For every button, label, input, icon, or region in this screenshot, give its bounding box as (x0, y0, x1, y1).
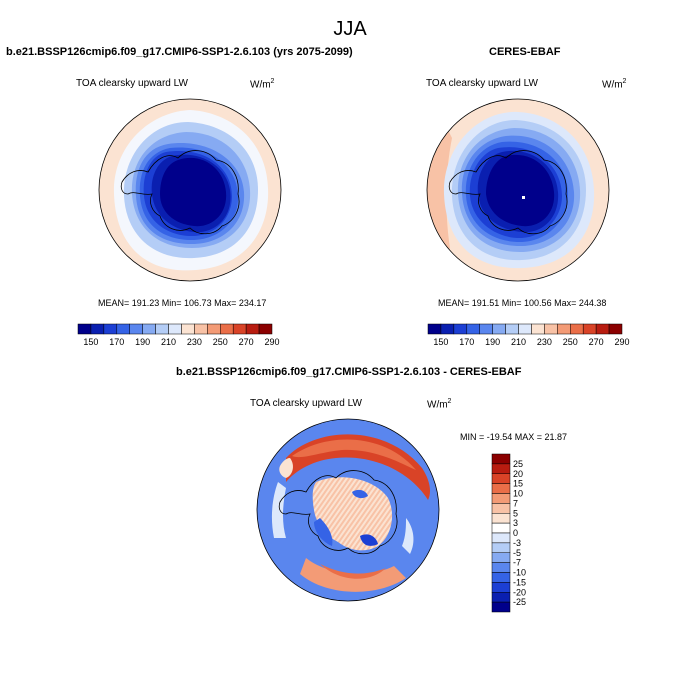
panel3-colorbar-swatch (491, 493, 511, 504)
panel3-colorbar-tick-label: -25 (513, 597, 526, 607)
panel1-colorbar-tick-label: 230 (187, 337, 202, 347)
panel3-colorbar-swatch (491, 483, 511, 494)
panel3-colorbar-swatch (491, 473, 511, 484)
panel3-colorbar-tick-label: 20 (513, 469, 523, 479)
panel2-colorbar: 150 170 190 210 230 250 270 290 (427, 323, 630, 347)
panel3-title: b.e21.BSSP126cmip6.f09_g17.CMIP6-SSP1-2.… (176, 366, 522, 378)
panel2-colorbar-swatch (582, 323, 597, 335)
figure-title: JJA (333, 18, 367, 40)
panel1-colorbar-swatch (207, 323, 221, 335)
panel2-colorbar-swatch (453, 323, 468, 335)
panel3-colorbar-tick-label: -15 (513, 577, 526, 587)
panel3-colorbar-swatch (491, 601, 511, 613)
panel1-colorbar-swatch (103, 323, 118, 335)
panel1-colorbar-swatch (77, 323, 92, 335)
panel1-colorbar-tick-label: 210 (161, 337, 176, 347)
panel3-colorbar-swatch (491, 522, 511, 534)
panel2-colorbar-tick-label: 290 (614, 337, 629, 347)
panel2-colorbar-tick-label: 230 (537, 337, 552, 347)
panel2-colorbar-swatch (427, 323, 442, 335)
panel2-colorbar-swatch (595, 323, 610, 335)
panel2-colorbar-tick-label: 150 (433, 337, 448, 347)
panel3-colorbar-swatch (491, 592, 511, 603)
panel3-colorbar-tick-label: 10 (513, 489, 523, 499)
panel3-stats: MIN = -19.54 MAX = 21.87 (460, 432, 568, 442)
panel1-colorbar-swatch (220, 323, 234, 335)
panel1-stats: MEAN= 191.23 Min= 106.73 Max= 234.17 (98, 298, 267, 308)
panel3-colorbar-tick-label: -5 (513, 548, 521, 558)
panel2-colorbar-tick-label: 250 (563, 337, 578, 347)
panel3-colorbar-swatch (491, 453, 511, 465)
panel3-colorbar-swatch (491, 542, 511, 553)
panel1-title: b.e21.BSSP126cmip6.f09_g17.CMIP6-SSP1-2.… (6, 46, 353, 58)
panel2-colorbar-swatch (531, 323, 545, 335)
panel1-colorbar-swatch (116, 323, 130, 335)
panel3-colorbar-tick-label: -7 (513, 558, 521, 568)
panel3-colorbar-tick-label: -10 (513, 568, 526, 578)
panel2-colorbar-swatch (608, 323, 623, 335)
panel3-colorbar-swatch (491, 572, 511, 583)
panel1-colorbar-tick-label: 250 (213, 337, 228, 347)
panel1-colorbar-swatch (90, 323, 105, 335)
panel3-map (256, 418, 440, 602)
panel1-units-label: W/m2 (250, 78, 275, 91)
panel3-colorbar-swatch (491, 582, 511, 593)
panel1-colorbar-swatch (258, 323, 273, 335)
panel2-colorbar-tick-label: 190 (485, 337, 500, 347)
panel3-colorbar-swatch (491, 513, 511, 524)
panel3-colorbar-tick-label: -3 (513, 538, 521, 548)
panel3-colorbar-tick-label: -20 (513, 587, 526, 597)
panel1-colorbar-tick-label: 190 (135, 337, 150, 347)
panel3-colorbar-swatch (491, 503, 511, 514)
panel2-colorbar-swatch (466, 323, 480, 335)
panel1-colorbar-swatch (155, 323, 169, 335)
panel1-colorbar-tick-label: 290 (264, 337, 279, 347)
panel3-units-label: W/m2 (427, 398, 452, 411)
panel2-colorbar-tick-label: 210 (511, 337, 526, 347)
panel1-colorbar-swatch (194, 323, 208, 335)
panel3-colorbar-tick-label: 25 (513, 459, 523, 469)
panel3-colorbar-swatch (491, 562, 511, 573)
panel2-colorbar-swatch (492, 323, 506, 335)
panel1-colorbar: 150 170 190 210 230 250 270 290 (77, 323, 280, 347)
panel1-colorbar-tick-label: 270 (239, 337, 254, 347)
panel3-colorbar-swatch (491, 552, 511, 563)
panel3-colorbar-tick-label: 15 (513, 479, 523, 489)
panel2-colorbar-swatch (544, 323, 558, 335)
panel2-map (426, 98, 610, 282)
panel1-colorbar-swatch (245, 323, 260, 335)
panel3-colorbar-tick-label: 5 (513, 508, 518, 518)
panel2-colorbar-tick-label: 170 (459, 337, 474, 347)
panel2-colorbar-swatch (570, 323, 584, 335)
panel1-colorbar-tick-label: 150 (83, 337, 98, 347)
panel1-colorbar-swatch (129, 323, 143, 335)
panel1-colorbar-swatch (168, 323, 182, 335)
panel2-colorbar-swatch (505, 323, 519, 335)
panel2-variable-label: TOA clearsky upward LW (426, 78, 538, 89)
panel1-colorbar-swatch (181, 323, 195, 335)
panel1-colorbar-swatch (142, 323, 156, 335)
panel2-colorbar-tick-label: 270 (589, 337, 604, 347)
panel1-map (98, 98, 282, 282)
panel1-colorbar-tick-label: 170 (109, 337, 124, 347)
panel2-colorbar-swatch (557, 323, 571, 335)
panel3-colorbar-tick-label: 3 (513, 518, 518, 528)
panel3-variable-label: TOA clearsky upward LW (250, 398, 362, 409)
panel1-variable-label: TOA clearsky upward LW (76, 78, 188, 89)
panel3-colorbar-swatch (491, 463, 511, 474)
panel3-colorbar-tick-label: 0 (513, 528, 518, 538)
panel2-title: CERES-EBAF (489, 46, 561, 58)
panel3-colorbar-swatch (491, 532, 511, 544)
panel2-colorbar-swatch (440, 323, 455, 335)
panel3-colorbar-tick-label: 7 (513, 498, 518, 508)
panel2-colorbar-swatch (479, 323, 493, 335)
panel2-colorbar-swatch (518, 323, 532, 335)
panel2-units-label: W/m2 (602, 78, 627, 91)
panel1-colorbar-swatch (232, 323, 247, 335)
panel2-stats: MEAN= 191.51 Min= 100.56 Max= 244.38 (438, 298, 607, 308)
